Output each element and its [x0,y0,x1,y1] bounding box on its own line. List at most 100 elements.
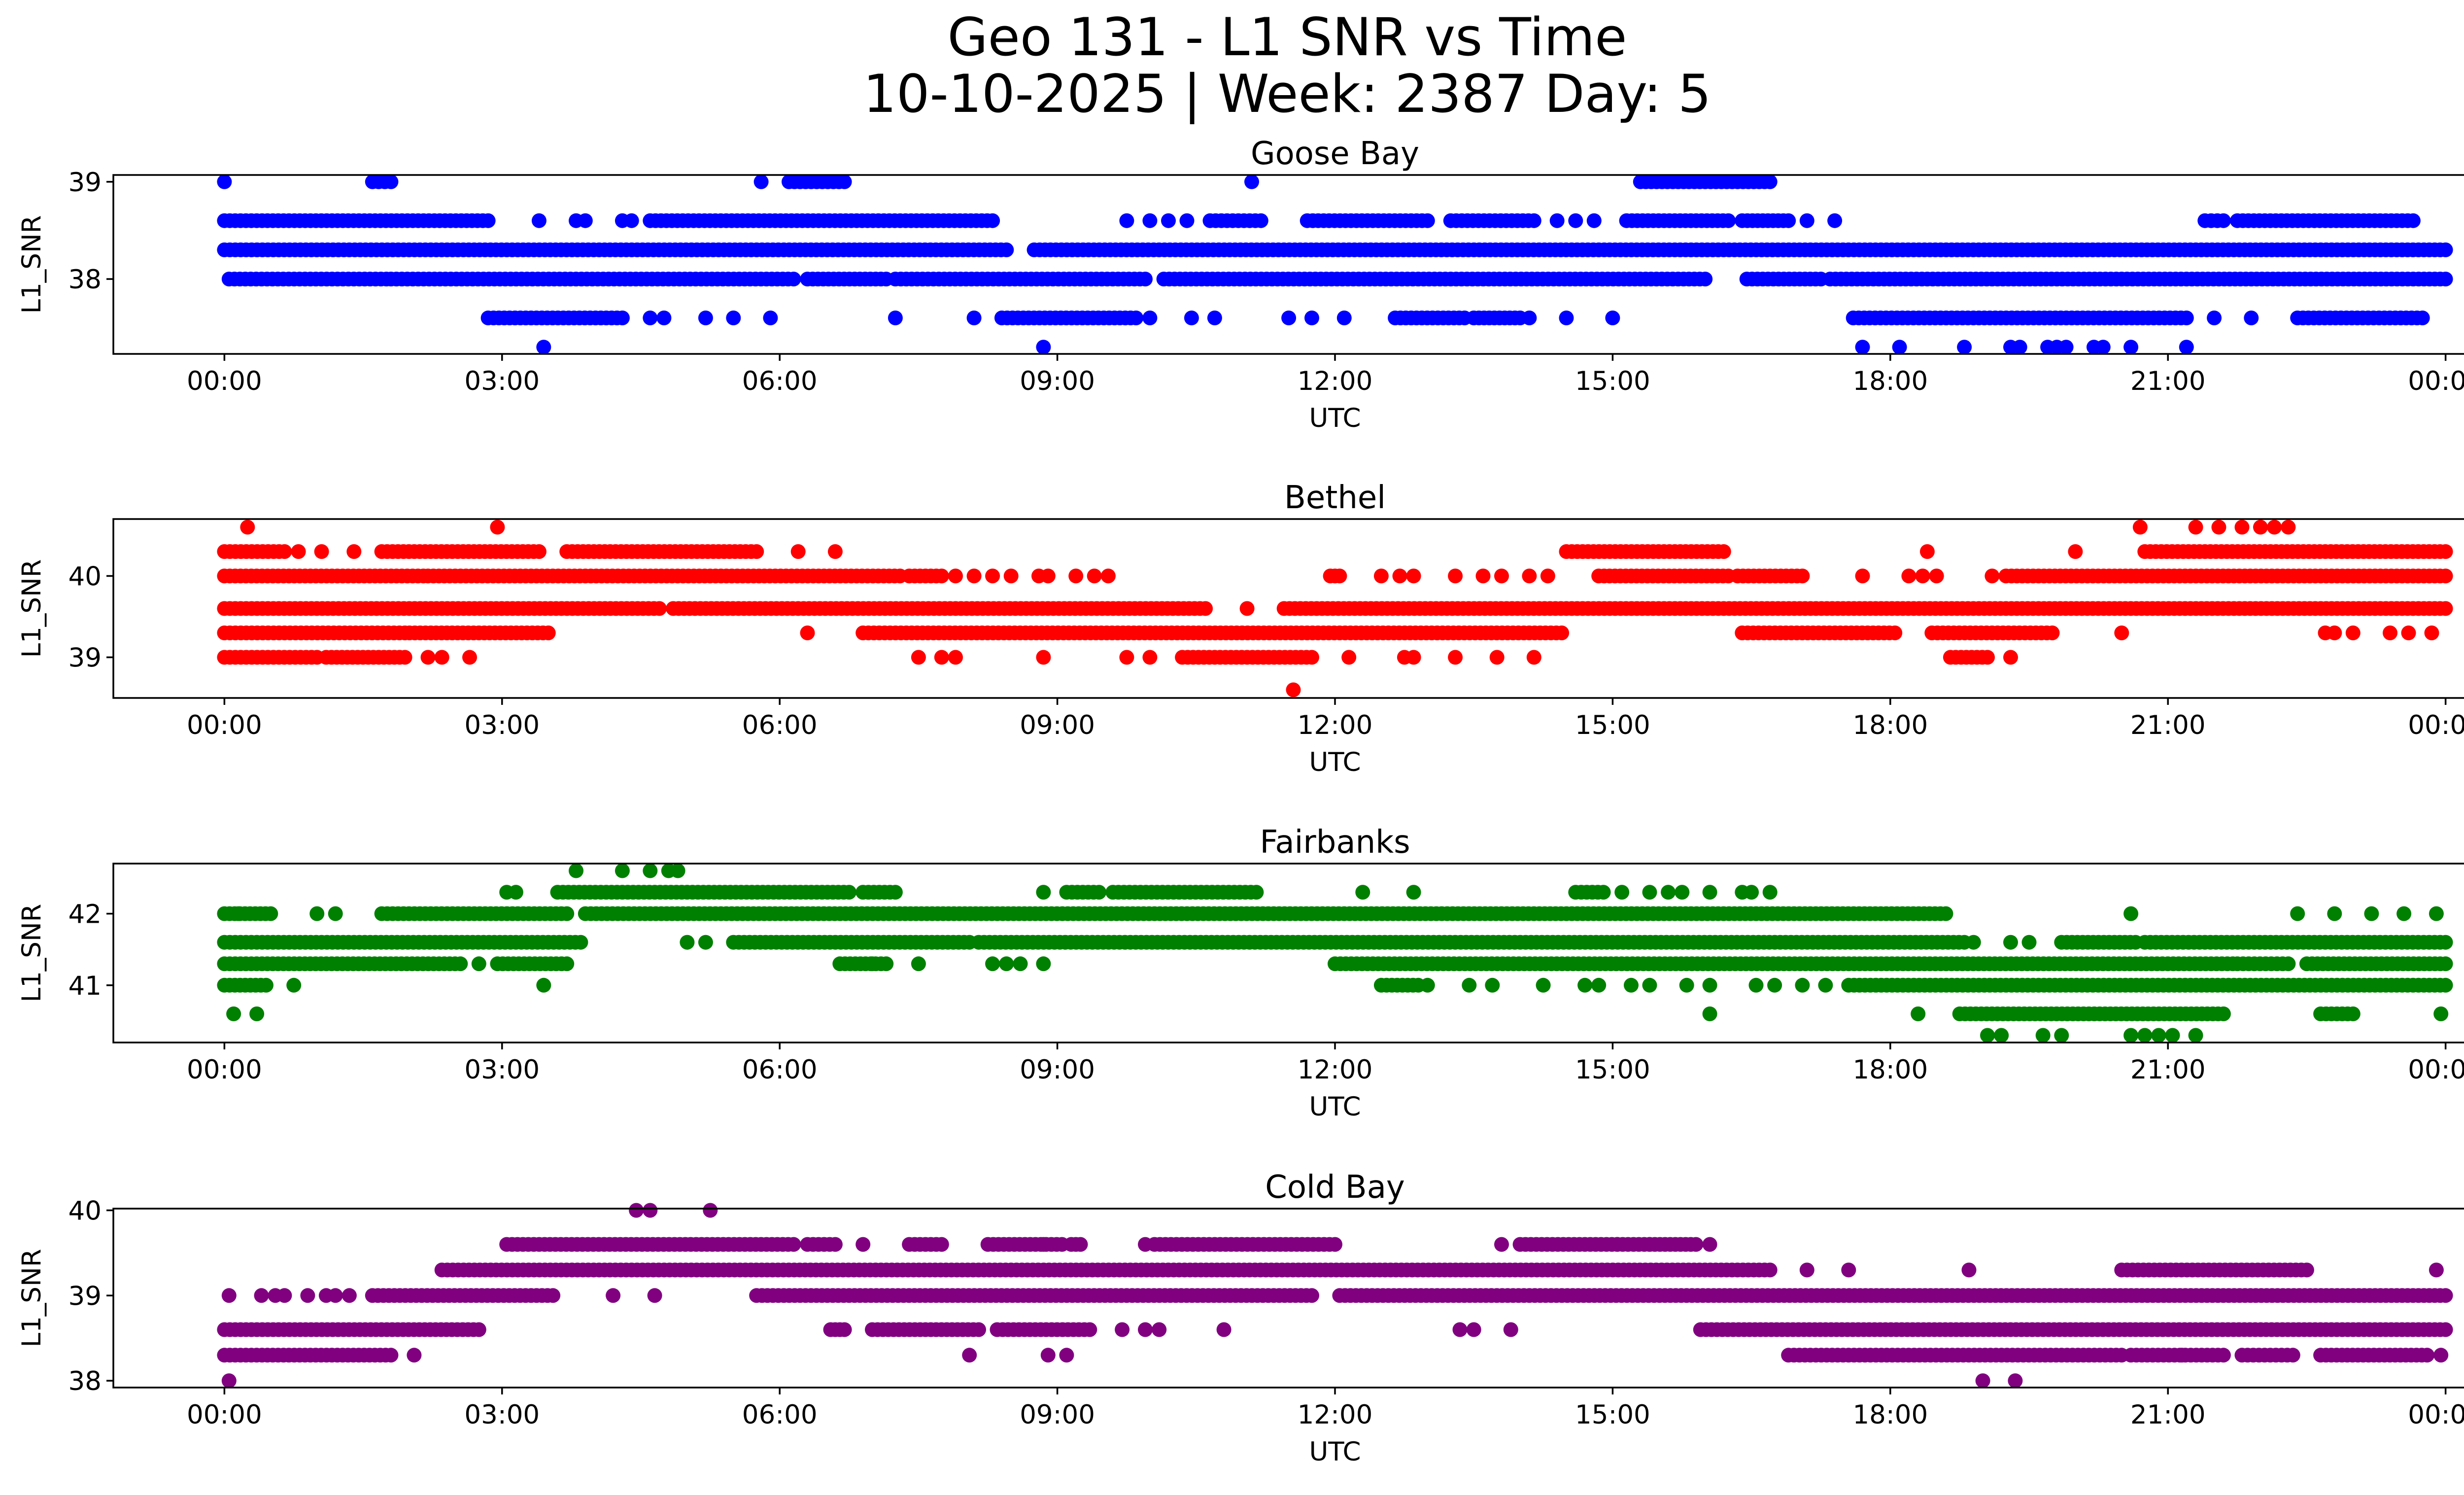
data-point [2137,1028,2153,1043]
subplots: Goose Bay 00:00 03:00 06:00 09:00 12:00 15:00 1… [17,136,2464,1467]
data-point [2415,311,2430,325]
data-point [1679,977,1694,993]
data-point [240,520,255,535]
data-point [1129,311,1144,325]
data-point [1420,977,1435,993]
data-point [1702,885,1717,900]
data-point [1614,885,1630,900]
data-point [1161,213,1176,228]
data-point [971,1322,986,1337]
data-point [1138,272,1153,287]
data-point [1036,885,1051,900]
data-point [865,956,880,972]
data-point [643,863,658,878]
data-points [217,863,2453,1043]
data-point [837,174,852,189]
data-point [1082,1322,1097,1337]
data-point [2003,935,2018,950]
data-point [2433,1006,2449,1021]
data-point [1698,272,1713,287]
data-point [2045,626,2060,640]
data-point [680,935,695,950]
data-point [2114,626,2129,640]
data-point [1485,977,1500,993]
data-point [2003,650,2018,665]
data-point [1119,213,1134,228]
x-tick-label: 03:00 [464,1055,540,1085]
data-point [573,935,588,950]
data-point [2123,1028,2139,1043]
figure-title-line1: Geo 131 - L1 SNR vs Time [947,7,1627,68]
data-point [531,544,547,559]
data-point [1420,213,1435,228]
data-point [2021,935,2037,950]
data-point [1642,885,1657,900]
data-point [328,906,343,921]
data-point [1591,977,1607,993]
data-point [1901,568,1916,584]
data-point [624,213,639,228]
data-point [1036,650,1051,665]
data-point [420,650,436,665]
data-point [999,242,1014,257]
data-point [1642,977,1657,993]
data-point [569,863,583,878]
x-tick-label: 00:00 [187,1055,262,1085]
data-point [1142,213,1158,228]
data-point [309,906,325,921]
data-point [1596,885,1611,900]
data-point [1003,568,1019,584]
data-point [1304,1288,1319,1303]
data-point [1373,568,1389,584]
data-point [656,311,672,325]
data-point [291,544,306,559]
x-axis-label: UTC [1309,747,1361,777]
data-point [2211,520,2226,535]
data-point [2281,956,2296,972]
data-point [480,213,496,228]
x-tick-label: 06:00 [742,366,818,396]
data-point [1915,568,1930,584]
data-point [966,311,982,325]
subplot-title: Cold Bay [1265,1169,1405,1206]
x-tick-label: 18:00 [1852,710,1928,740]
x-tick-label: 06:00 [742,1055,818,1085]
x-tick-label: 09:00 [1020,710,1095,740]
data-point [985,956,1000,972]
data-point [508,885,523,900]
data-point [985,568,1000,584]
data-point [1406,568,1421,584]
subplot-title: Goose Bay [1251,136,1419,172]
subplot-title: Fairbanks [1260,824,1410,861]
data-point [1332,568,1347,584]
data-point [2207,311,2222,325]
data-point [1577,977,1593,993]
data-point [698,935,713,950]
y-tick-label: 38 [68,265,102,295]
data-point [2179,311,2194,325]
x-tick-label: 21:00 [2130,710,2206,740]
x-tick-label: 12:00 [1298,366,1373,396]
x-tick-label: 15:00 [1575,710,1650,740]
data-point [1142,650,1158,665]
data-point [2438,1322,2453,1337]
data-point [1554,626,1570,640]
data-point [888,885,903,900]
x-tick-label: 18:00 [1852,366,1928,396]
data-point [1526,650,1541,665]
data-point [1068,568,1084,584]
data-point [1336,311,1352,325]
data-point [2327,906,2342,921]
x-tick-label: 00:00 [2408,710,2464,740]
data-point [1087,568,1102,584]
data-point [1855,568,1870,584]
data-point [471,956,486,972]
data-point [1244,174,1259,189]
data-point [1448,650,1463,665]
x-tick-label: 00:00 [187,366,262,396]
data-point [249,1006,265,1021]
x-axis-label: UTC [1309,1092,1361,1122]
data-point [966,568,982,584]
data-point [1119,650,1134,665]
